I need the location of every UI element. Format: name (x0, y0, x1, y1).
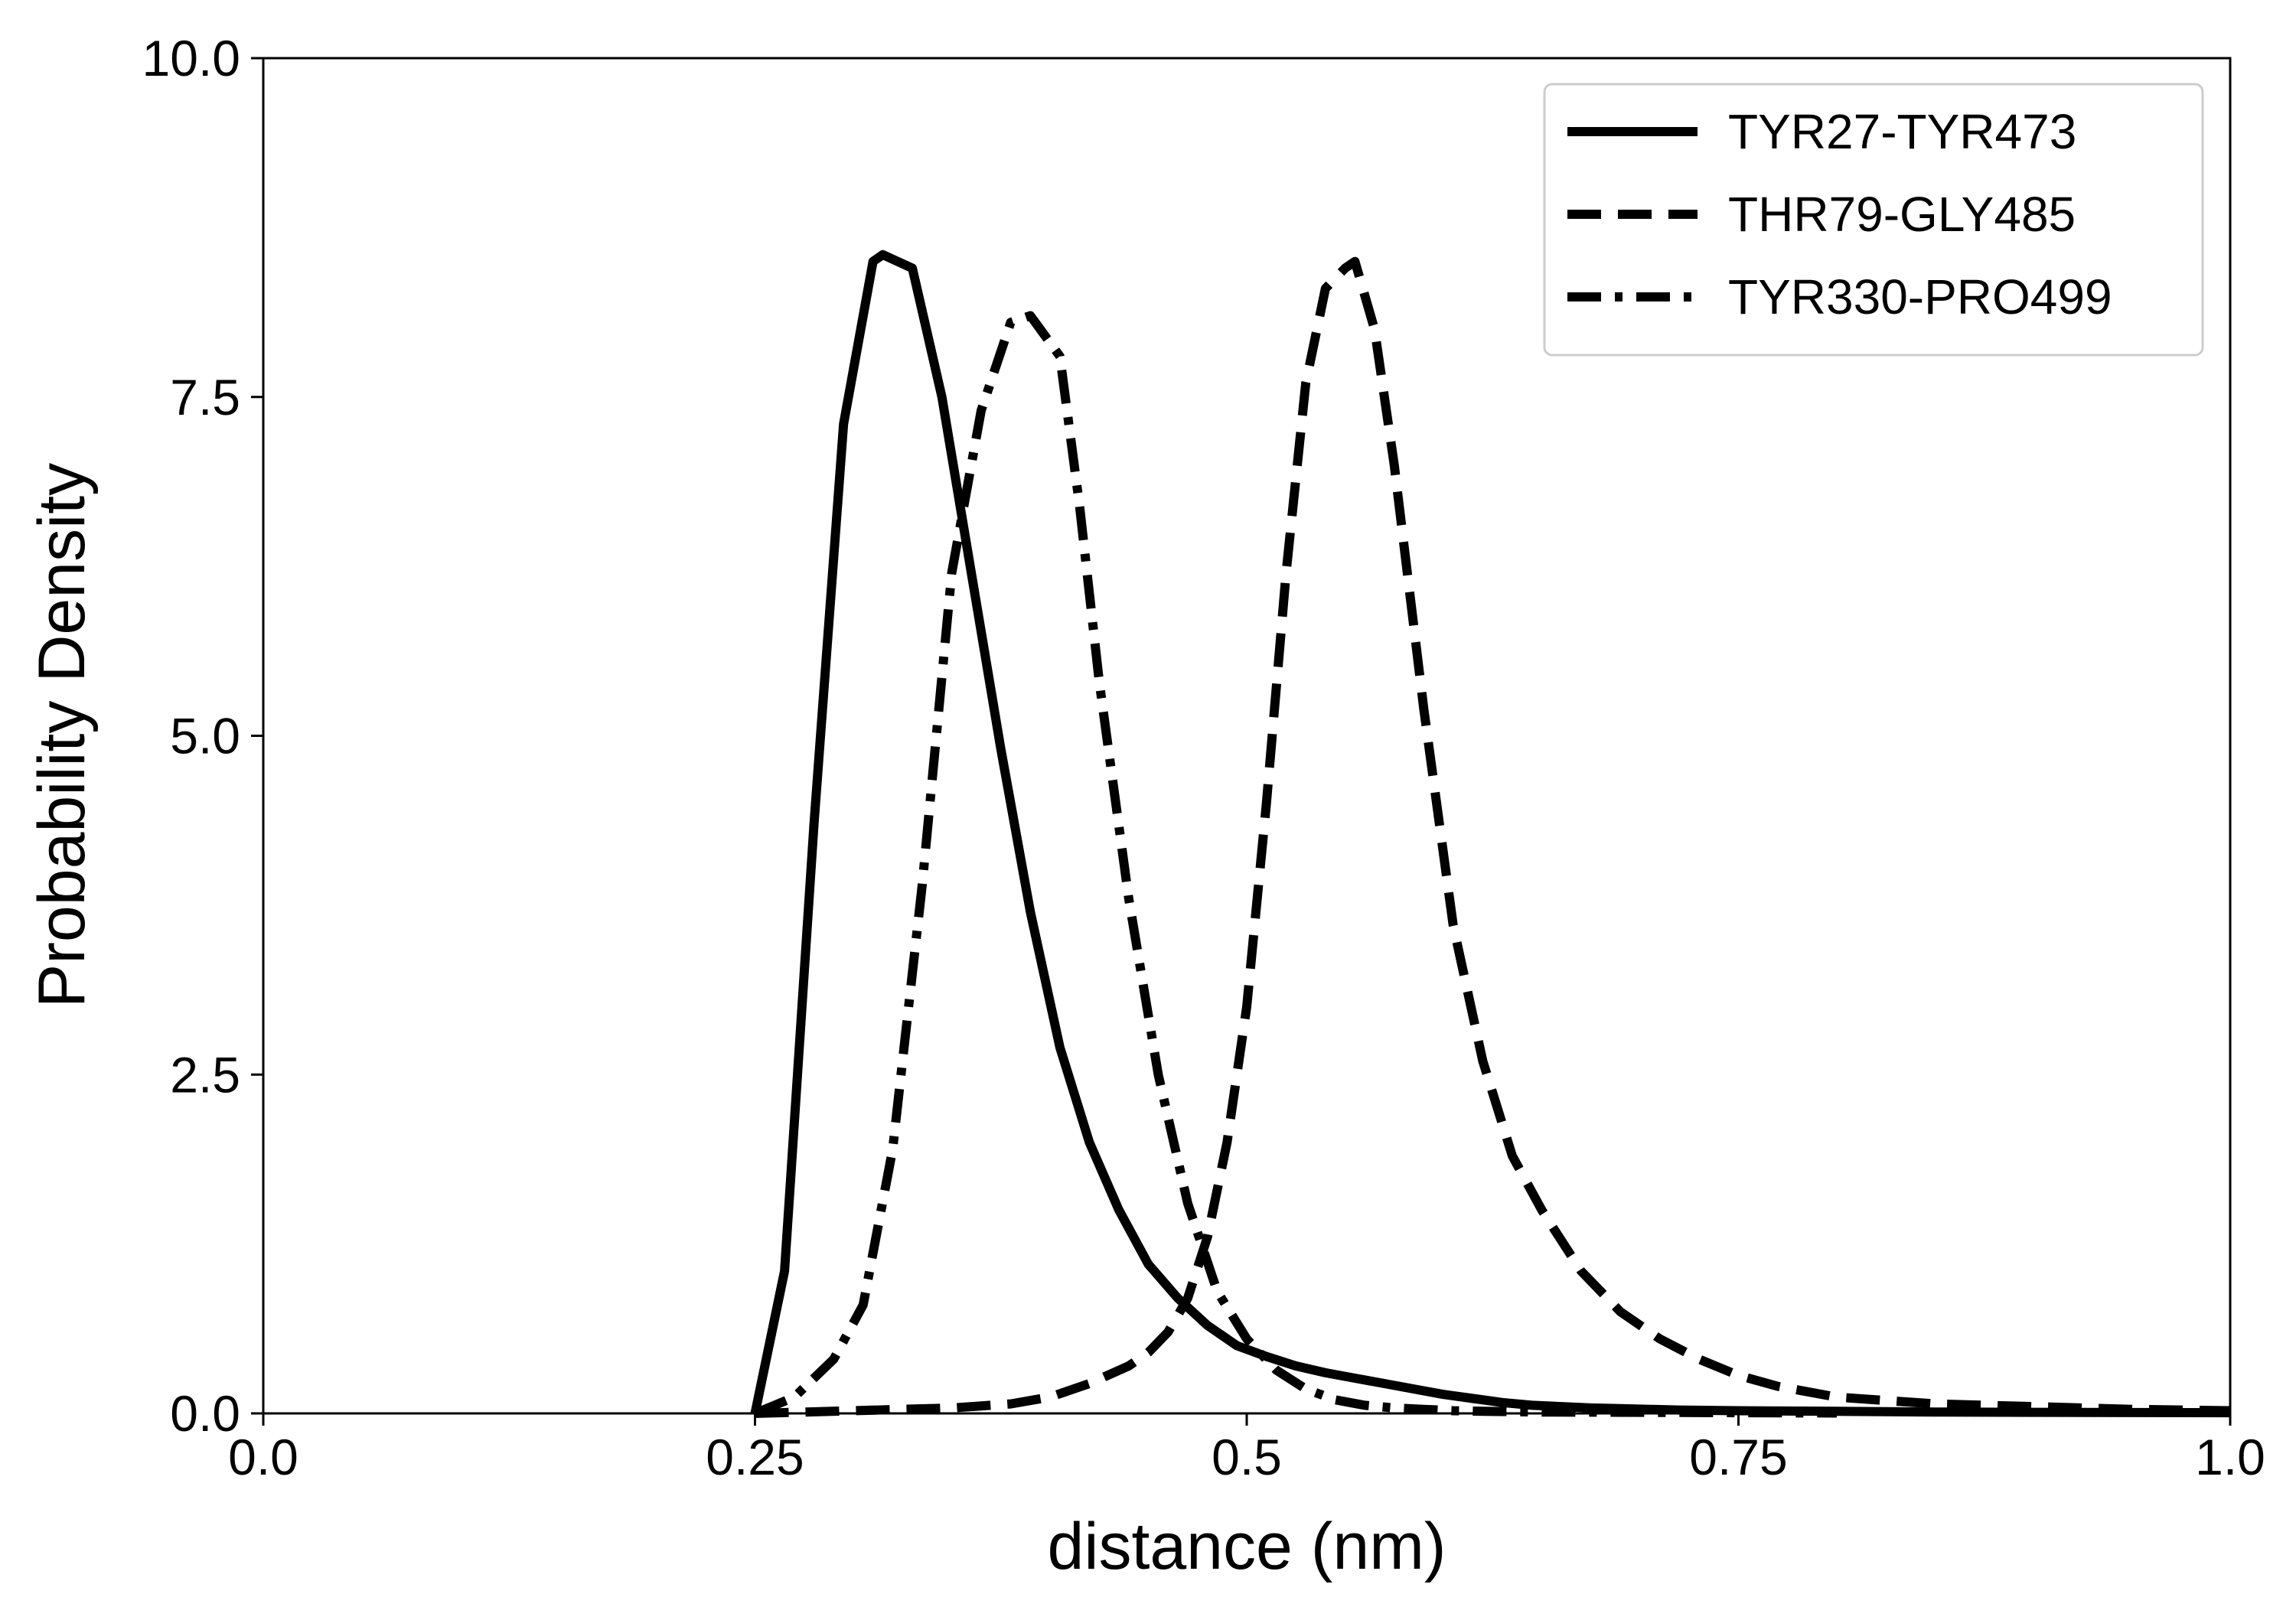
y-tick-label: 10.0 (142, 30, 240, 86)
legend-label-2: THR79-GLY485 (1728, 187, 2076, 242)
legend: TYR27-TYR473 THR79-GLY485 TYR330-PRO499 (1543, 83, 2204, 357)
y-tick-label: 2.5 (170, 1046, 240, 1103)
x-tick-label: 0.5 (1212, 1429, 1282, 1485)
y-tick-label: 0.0 (170, 1385, 240, 1442)
x-axis-title: distance (nm) (1048, 1510, 1446, 1583)
y-tick-label: 5.0 (170, 708, 240, 764)
series-layer (750, 249, 2231, 1418)
series-line-1 (750, 249, 2231, 1418)
legend-box (1543, 83, 2204, 357)
series-line-2 (755, 256, 2231, 1418)
series-line-3 (753, 311, 1838, 1418)
x-tick-label: 0.25 (706, 1429, 804, 1485)
x-tick-label: 0.75 (1689, 1429, 1787, 1485)
x-tick-label: 1.0 (2195, 1429, 2265, 1485)
y-tick-label: 7.5 (170, 369, 240, 425)
legend-label-1: TYR27-TYR473 (1728, 104, 2076, 159)
x-tick-label: 0.0 (228, 1429, 298, 1485)
y-axis-ticks: 0.0 2.5 5.0 7.5 10.0 (142, 30, 263, 1442)
x-axis-ticks: 0.0 0.25 0.5 0.75 1.0 (228, 1413, 2265, 1485)
y-axis-title: Probability Density (25, 463, 99, 1008)
legend-label-3: TYR330-PRO499 (1728, 269, 2112, 324)
